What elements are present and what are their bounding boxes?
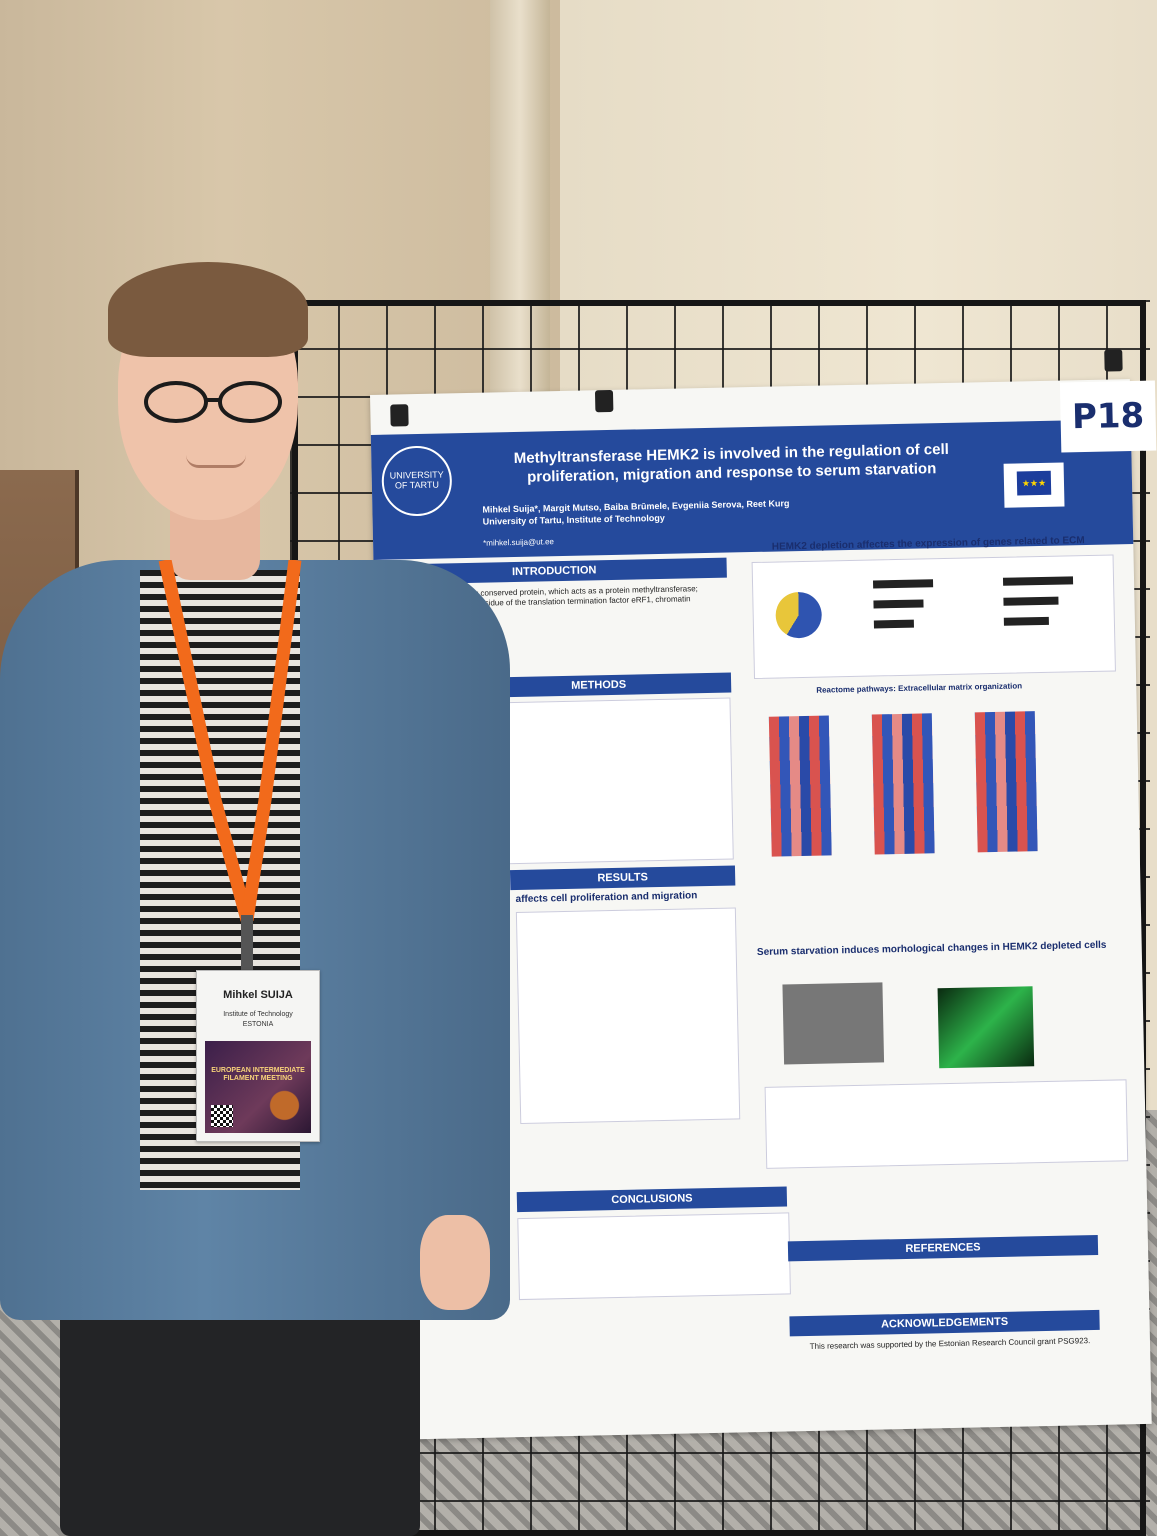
poster-email: *mihkel.suija@ut.ee <box>483 537 555 548</box>
pie-chart <box>775 591 823 639</box>
poster-number: P18 <box>1059 380 1157 453</box>
section-conclusions: CONCLUSIONS <box>516 1186 788 1213</box>
pathway-bar <box>873 619 914 629</box>
badge-country: ESTONIA <box>242 1021 274 1028</box>
eu-flag-icon: ★★★ <box>1016 470 1052 496</box>
pathway-bar <box>873 599 924 609</box>
pathway-bar <box>1003 596 1059 606</box>
section-acknowledgements: ACKNOWLEDGEMENTS <box>789 1309 1100 1337</box>
poster-authors: Mihkel Suija*, Margit Mutso, Baiba Brūme… <box>482 498 790 527</box>
reactome-heading: Reactome pathways: Extracellular matrix … <box>816 681 1023 695</box>
heatmap <box>974 711 1038 853</box>
microscopy-image <box>782 982 885 1065</box>
section-results: RESULTS <box>509 865 736 891</box>
university-logo: UNIVERSITY OF TARTU <box>381 445 453 517</box>
person-hair <box>108 262 308 357</box>
proliferation-heading: affects cell proliferation and migration <box>515 890 698 906</box>
pathway-bar <box>1003 616 1049 626</box>
person-hand <box>420 1215 490 1310</box>
acknowledgement-text: This research was supported by the Eston… <box>809 1336 1091 1351</box>
proliferation-figure <box>515 907 741 1125</box>
name-badge: Mihkel SUIJA Institute of Technology EST… <box>196 970 320 1142</box>
cell-count-charts <box>764 1079 1129 1169</box>
heatmap <box>871 713 935 855</box>
pathway-bar <box>1002 576 1074 586</box>
lanyard <box>158 560 302 975</box>
fluorescence-image <box>937 986 1035 1069</box>
serum-heading: Serum starvation induces morhological ch… <box>756 939 1107 959</box>
section-references: REFERENCES <box>787 1234 1099 1262</box>
qr-code-icon <box>211 1105 233 1127</box>
binder-clip <box>594 389 614 413</box>
heatmap <box>768 715 832 857</box>
pathway-bar <box>872 579 934 589</box>
badge-event: EUROPEAN INTERMEDIATE FILAMENT MEETING <box>211 1067 305 1083</box>
binder-clip <box>1104 349 1123 372</box>
conclusions-text-block <box>517 1212 791 1301</box>
badge-institution: Institute of Technology <box>223 1011 293 1018</box>
person-smile <box>186 455 246 468</box>
glasses-icon <box>144 381 282 423</box>
poster-title: Methyltransferase HEMK2 is involved in t… <box>513 440 949 486</box>
pie-and-pathway-figure <box>751 554 1116 680</box>
badge-name: Mihkel SUIJA <box>223 989 293 1001</box>
binder-clip <box>390 404 409 427</box>
